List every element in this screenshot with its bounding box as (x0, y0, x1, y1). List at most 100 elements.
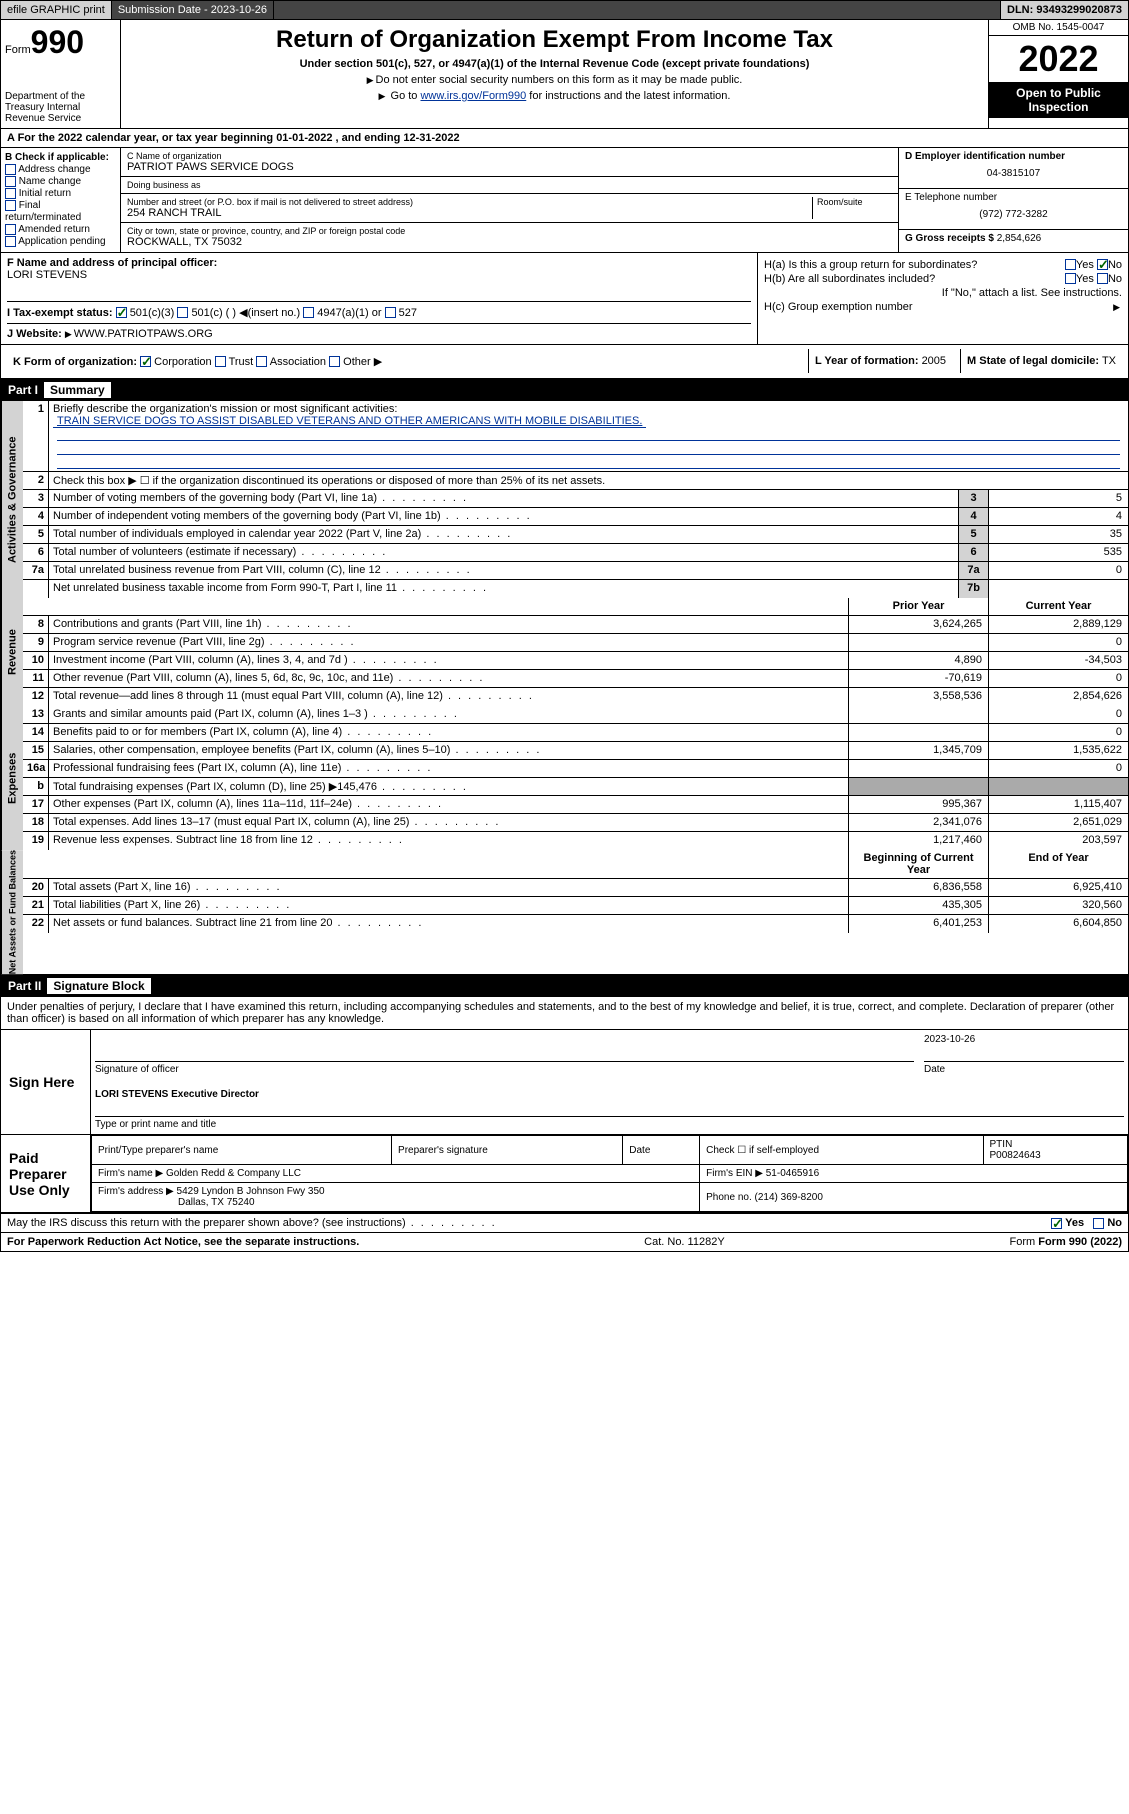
mission-text: TRAIN SERVICE DOGS TO ASSIST DISABLED VE… (53, 415, 646, 428)
table-row: 4Number of independent voting members of… (23, 508, 1128, 526)
table-row: 10Investment income (Part VIII, column (… (23, 652, 1128, 670)
cb-application-pending[interactable]: Application pending (5, 236, 116, 247)
table-row: 22Net assets or fund balances. Subtract … (23, 915, 1128, 933)
section-bcd: B Check if applicable: Address change Na… (0, 148, 1129, 253)
table-row: 18Total expenses. Add lines 13–17 (must … (23, 814, 1128, 832)
cb-ha-no[interactable] (1097, 259, 1108, 270)
cb-name-change[interactable]: Name change (5, 176, 116, 187)
col-prior-hdr: Prior Year (848, 598, 988, 615)
dept-label: Department of the Treasury Internal Reve… (5, 91, 116, 124)
cb-501c[interactable] (177, 307, 188, 318)
table-row: 17Other expenses (Part IX, column (A), l… (23, 796, 1128, 814)
room-label: Room/suite (817, 197, 892, 207)
cb-amended-return[interactable]: Amended return (5, 224, 116, 235)
website-label: J Website: (7, 328, 62, 340)
footer-discuss: May the IRS discuss this return with the… (0, 1214, 1129, 1233)
col-c-orginfo: C Name of organizationPATRIOT PAWS SERVI… (121, 148, 898, 252)
firm-name: Golden Redd & Company LLC (166, 1168, 301, 1179)
sign-date: 2023-10-26 (924, 1034, 1124, 1045)
year-formation: L Year of formation: 2005 (808, 349, 952, 373)
cb-hb-yes[interactable] (1065, 273, 1076, 284)
tax-status-label: I Tax-exempt status: (7, 307, 113, 319)
paid-preparer-label: Paid Preparer Use Only (1, 1135, 91, 1212)
signature-section: Sign Here 2023-10-26 Signature of office… (0, 1030, 1129, 1214)
side-revenue: Revenue (1, 598, 23, 706)
cb-hb-no[interactable] (1097, 273, 1108, 284)
dln: DLN: 93493299020873 (1001, 1, 1128, 19)
firm-addr: 5429 Lyndon B Johnson Fwy 350 (177, 1186, 325, 1197)
section-fh: F Name and address of principal officer:… (0, 253, 1129, 345)
cb-trust[interactable] (215, 356, 226, 367)
cb-discuss-yes[interactable] (1051, 1218, 1062, 1229)
officer-name: LORI STEVENS (7, 269, 87, 281)
table-row: 9Program service revenue (Part VIII, lin… (23, 634, 1128, 652)
cb-assoc[interactable] (256, 356, 267, 367)
part1-grid: Activities & Governance 1Briefly describ… (0, 401, 1129, 975)
cb-501c3[interactable] (116, 307, 127, 318)
addr-value: 254 RANCH TRAIL (127, 207, 812, 219)
row-klm: K Form of organization: Corporation Trus… (0, 345, 1129, 379)
gross-label: G Gross receipts $ (905, 233, 994, 244)
col-end-hdr: End of Year (988, 850, 1128, 878)
table-row: 7aTotal unrelated business revenue from … (23, 562, 1128, 580)
ein-value: 04-3815107 (905, 162, 1122, 185)
table-row: 8Contributions and grants (Part VIII, li… (23, 616, 1128, 634)
cb-discuss-no[interactable] (1093, 1218, 1104, 1229)
table-row: 15Salaries, other compensation, employee… (23, 742, 1128, 760)
col-h-group: H(a) Is this a group return for subordin… (758, 253, 1128, 344)
col-b-checkboxes: B Check if applicable: Address change Na… (1, 148, 121, 252)
cat-no: Cat. No. 11282Y (644, 1236, 725, 1248)
preparer-table: Print/Type preparer's namePreparer's sig… (91, 1135, 1128, 1212)
cb-527[interactable] (385, 307, 396, 318)
website-value: WWW.PATRIOTPAWS.ORG (74, 328, 213, 340)
table-row: 13Grants and similar amounts paid (Part … (23, 706, 1128, 724)
ein-label: D Employer identification number (905, 151, 1065, 162)
name-title-label: Type or print name and title (95, 1116, 1124, 1130)
city-label: City or town, state or province, country… (127, 226, 892, 236)
efile-btn[interactable]: efile GRAPHIC print (1, 1, 112, 19)
form-title: Return of Organization Exempt From Incom… (127, 26, 982, 54)
gross-value: 2,854,626 (997, 233, 1042, 244)
cb-initial-return[interactable]: Initial return (5, 188, 116, 199)
org-name: PATRIOT PAWS SERVICE DOGS (127, 161, 892, 173)
table-row: 5Total number of individuals employed in… (23, 526, 1128, 544)
col-curr-hdr: Current Year (988, 598, 1128, 615)
addr-label: Number and street (or P.O. box if mail i… (127, 197, 812, 207)
part2-header: Part IISignature Block (0, 975, 1129, 997)
q1-label: Briefly describe the organization's miss… (53, 403, 397, 415)
table-row: 16aProfessional fundraising fees (Part I… (23, 760, 1128, 778)
irs-link[interactable]: www.irs.gov/Form990 (420, 90, 526, 102)
submission-date: Submission Date - 2023-10-26 (112, 1, 274, 19)
cb-corp[interactable] (140, 356, 151, 367)
sig-date-label: Date (924, 1061, 1124, 1075)
part1-header: Part ISummary (0, 379, 1129, 401)
table-row: bTotal fundraising expenses (Part IX, co… (23, 778, 1128, 796)
cb-other[interactable] (329, 356, 340, 367)
cb-4947[interactable] (303, 307, 314, 318)
col-begin-hdr: Beginning of Current Year (848, 850, 988, 878)
form-ref: Form Form 990 (2022) (1010, 1236, 1123, 1248)
table-row: 12Total revenue—add lines 8 through 11 (… (23, 688, 1128, 706)
table-row: 21Total liabilities (Part X, line 26)435… (23, 897, 1128, 915)
org-name-label: C Name of organization (127, 151, 892, 161)
q2-text: Check this box ▶ ☐ if the organization d… (49, 472, 1128, 489)
cb-final-return[interactable]: Final return/terminated (5, 200, 116, 222)
note-link: Go to www.irs.gov/Form990 for instructio… (127, 90, 982, 102)
open-inspection: Open to Public Inspection (989, 82, 1128, 118)
row-a-period: A For the 2022 calendar year, or tax yea… (0, 129, 1129, 148)
firm-ein: 51-0465916 (766, 1168, 819, 1179)
cb-ha-yes[interactable] (1065, 259, 1076, 270)
note-ssn: Do not enter social security numbers on … (127, 74, 982, 86)
table-row: 6Total number of volunteers (estimate if… (23, 544, 1128, 562)
side-expenses: Expenses (1, 706, 23, 850)
table-row: 3Number of voting members of the governi… (23, 490, 1128, 508)
table-row: 14Benefits paid to or for members (Part … (23, 724, 1128, 742)
tax-year: 2022 (989, 36, 1128, 82)
col-d-contact: D Employer identification number04-38151… (898, 148, 1128, 252)
tel-label: E Telephone number (905, 192, 997, 203)
table-row: 11Other revenue (Part VIII, column (A), … (23, 670, 1128, 688)
cb-address-change[interactable]: Address change (5, 164, 116, 175)
tel-value: (972) 772-3282 (905, 203, 1122, 226)
hb-note: If "No," attach a list. See instructions… (764, 287, 1122, 299)
form-header: Form990 Department of the Treasury Inter… (0, 20, 1129, 129)
